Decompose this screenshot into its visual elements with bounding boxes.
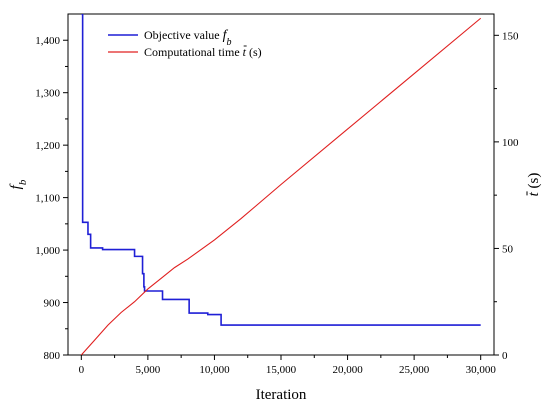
y-axis-right-title-unit-text: (s)	[526, 173, 542, 189]
y-left-tick-label: 800	[44, 350, 61, 362]
x-axis-title: Iteration	[256, 387, 307, 403]
x-axis: 0 5,000 10,000 15,000 20,000 25,000 30,000	[79, 355, 497, 376]
x-tick-label: 15,000	[266, 364, 297, 376]
legend-label-time: Computational time t (s)	[144, 45, 262, 59]
y-axis-left: 800 900 1,000 1,100 1,200 1,300 1,400	[35, 35, 68, 362]
y-axis-right-title-main: t	[526, 191, 542, 196]
y-left-tick-label: 1,100	[35, 193, 60, 205]
series-line-objective-value	[81, 14, 481, 326]
y-left-tick-label: 1,200	[35, 140, 60, 152]
x-tick-label: 0	[79, 364, 85, 376]
y-axis-left-title-sub: b	[17, 179, 29, 185]
y-right-tick-label: 100	[502, 137, 519, 149]
y-left-tick-label: 1,400	[35, 35, 60, 47]
y-axis-right-title: t (s)	[526, 173, 542, 197]
x-tick-label: 5,000	[136, 364, 161, 376]
y-axis-left-title-main: f	[8, 183, 24, 189]
x-tick-label: 30,000	[466, 364, 497, 376]
y-right-tick-label: 0	[502, 350, 508, 362]
legend-label-objective: Objective value fb	[144, 28, 232, 48]
legend: Objective value fb Computational time t …	[108, 28, 262, 59]
x-tick-label: 25,000	[399, 364, 430, 376]
y-right-tick-label: 50	[502, 243, 514, 255]
x-tick-label: 20,000	[332, 364, 363, 376]
series-layer	[80, 14, 482, 355]
y-right-tick-label: 150	[502, 30, 519, 42]
y-axis-left-title: fb	[8, 179, 29, 189]
y-left-tick-label: 900	[44, 298, 61, 310]
y-axis-right: 0 50 100 150	[494, 30, 519, 362]
x-tick-label: 10,000	[199, 364, 230, 376]
series-line-computational-time	[80, 17, 482, 355]
y-left-tick-label: 1,300	[35, 88, 60, 100]
y-left-tick-label: 1,000	[35, 245, 60, 257]
